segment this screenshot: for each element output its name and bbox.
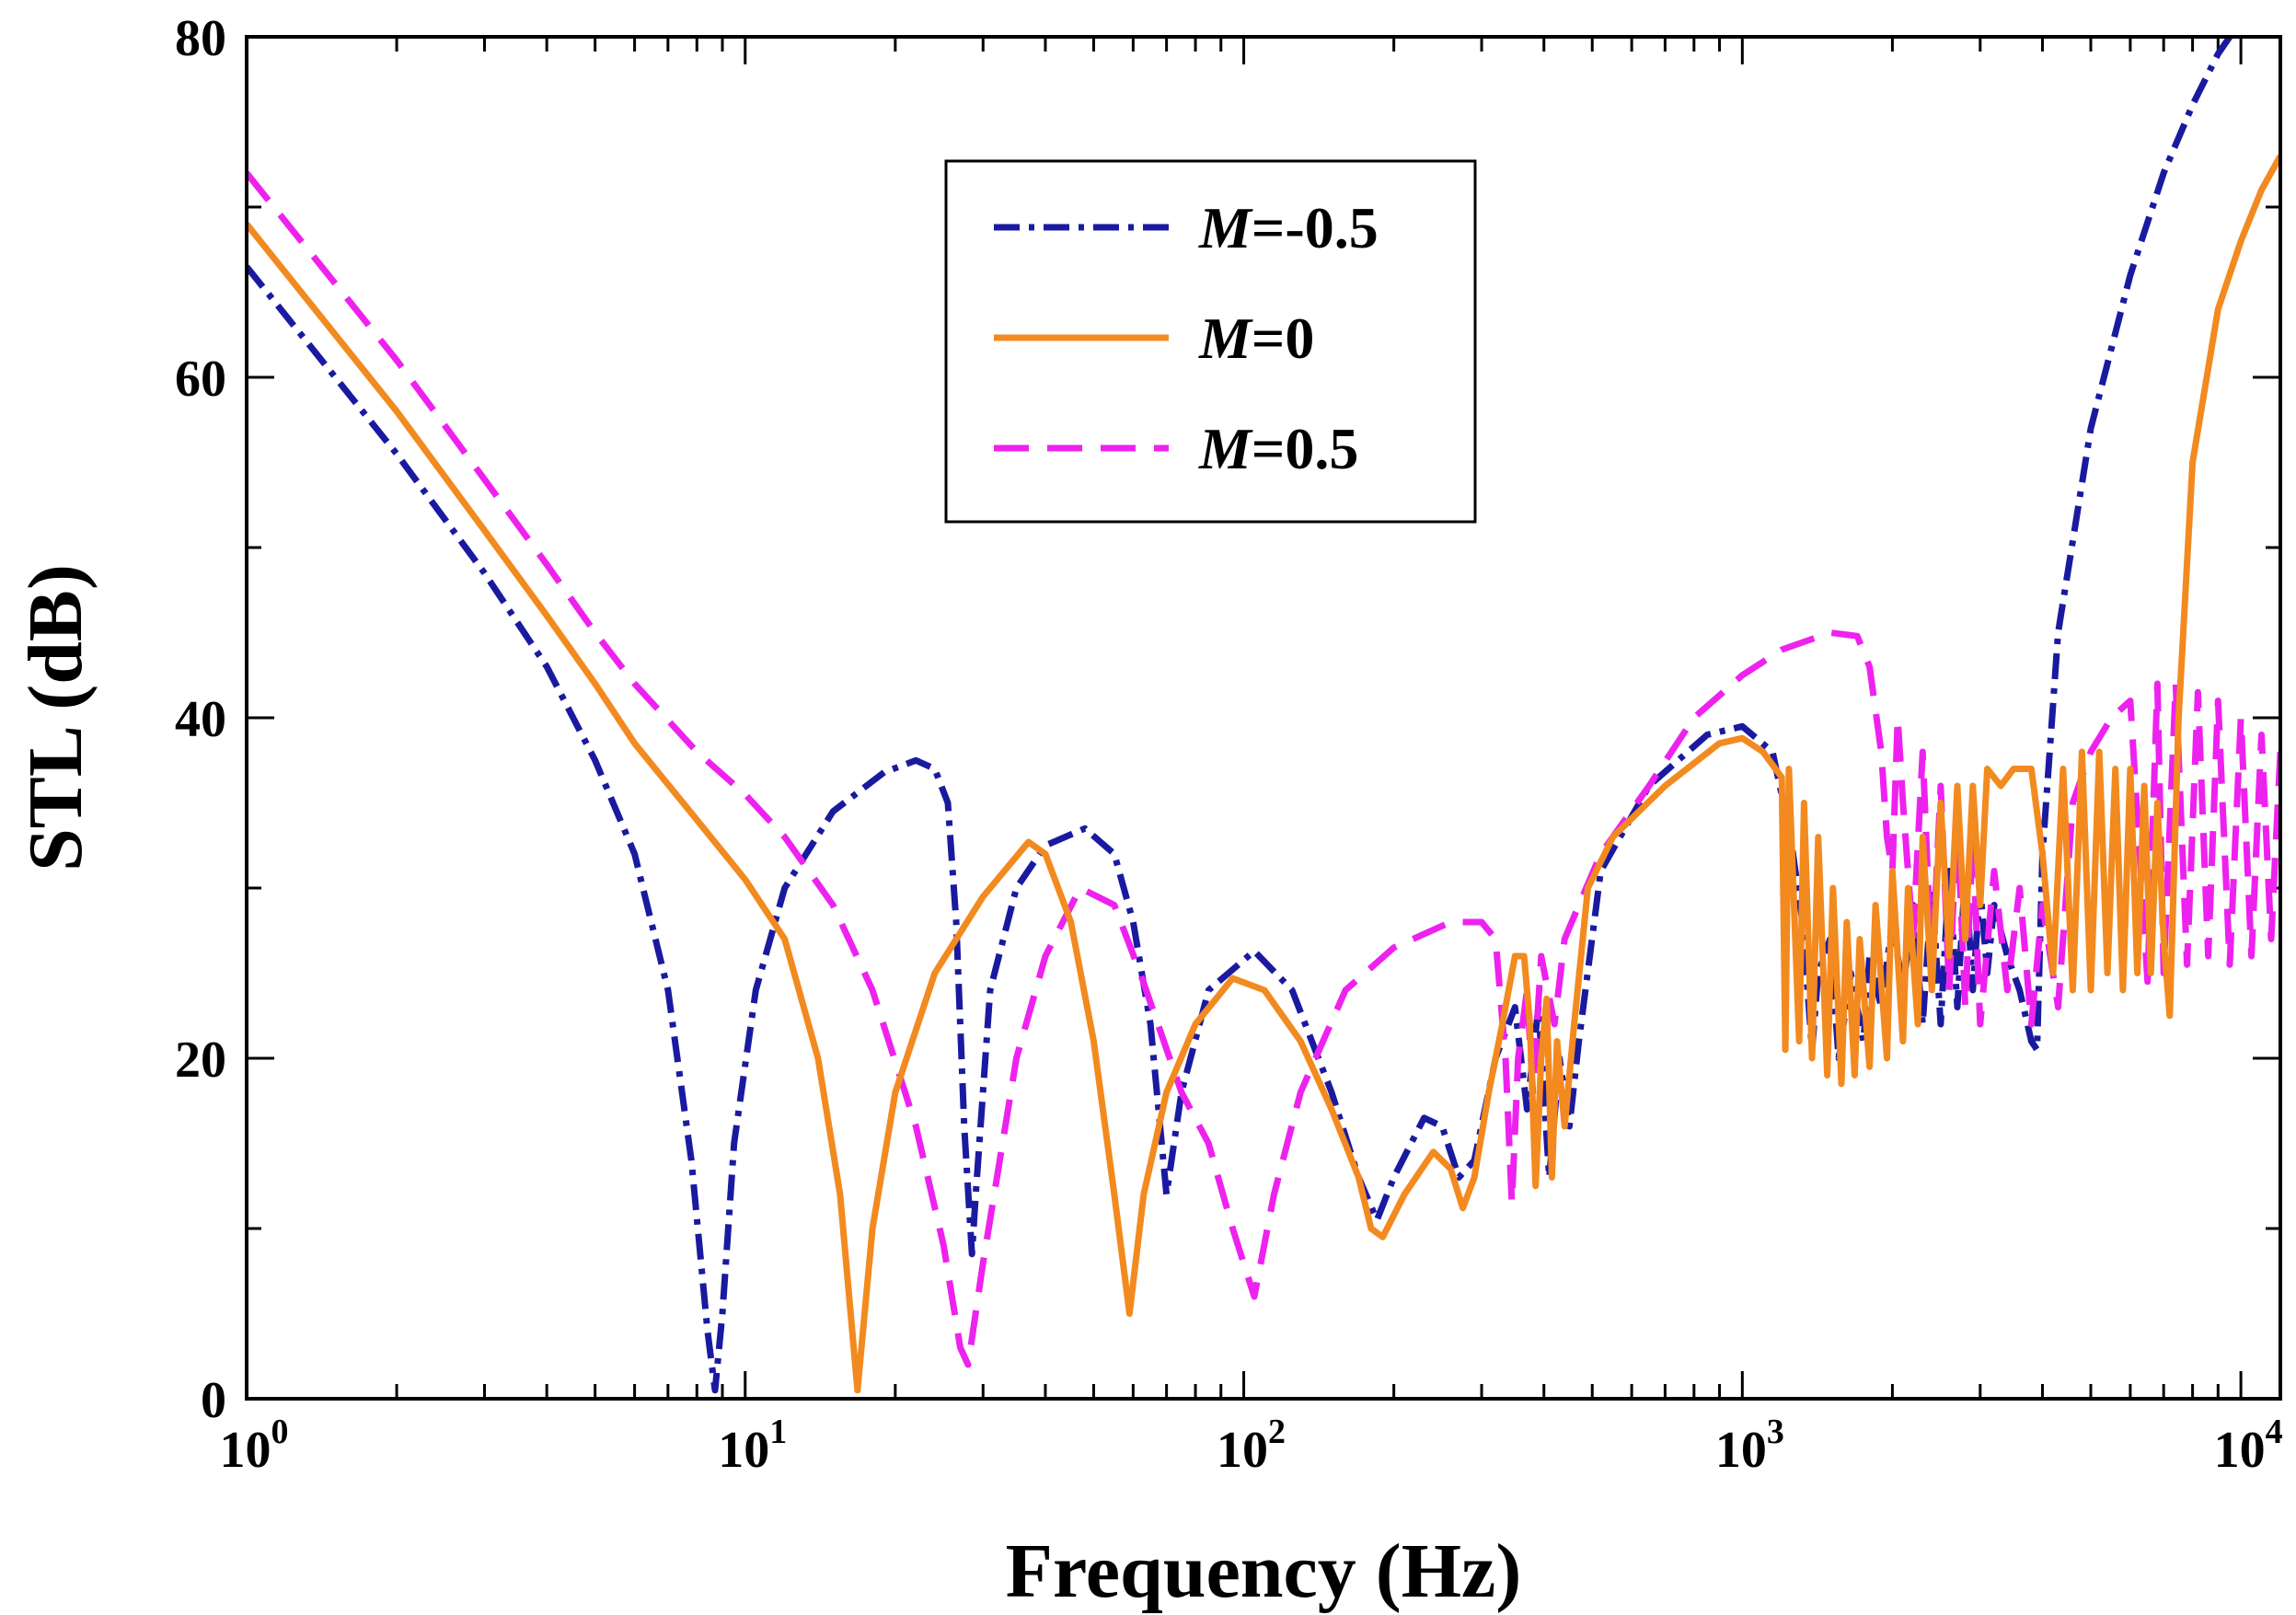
- y-axis-label: STL (dB): [13, 564, 98, 871]
- plot-frame: [245, 35, 2282, 1401]
- series-line-1: [247, 154, 2280, 1394]
- x-tick-label: 104: [2214, 1413, 2283, 1479]
- x-tick-label: 100: [220, 1413, 289, 1479]
- x-tick-label: 101: [718, 1413, 787, 1479]
- legend-label-0: M=-0.5: [1198, 195, 1379, 260]
- legend-box: [944, 159, 1477, 524]
- y-tick-label: 80: [175, 10, 226, 67]
- x-tick-label: 103: [1715, 1413, 1784, 1479]
- x-axis-label: Frequency (Hz): [1006, 1528, 1522, 1614]
- tick-labels-layer: 100 101 102 103 104 0 20 40 60 80: [175, 10, 2283, 1479]
- y-tick-label: 60: [175, 351, 226, 408]
- y-tick-label: 0: [201, 1372, 226, 1429]
- legend-label-2: M=0.5: [1198, 416, 1358, 481]
- legend-label-1: M=0: [1198, 306, 1314, 371]
- series-line-0: [247, 37, 2233, 1394]
- x-tick-label: 102: [1217, 1413, 1286, 1479]
- series-line-2: [247, 170, 2280, 1368]
- y-tick-label: 40: [175, 691, 226, 748]
- legend: M=-0.5 M=0 M=0.5: [944, 159, 1477, 524]
- plot-area: [247, 37, 2280, 1394]
- y-tick-label: 20: [175, 1032, 226, 1089]
